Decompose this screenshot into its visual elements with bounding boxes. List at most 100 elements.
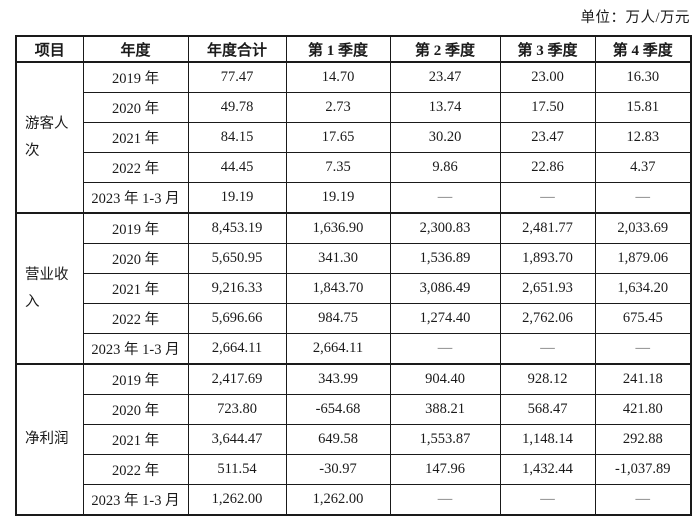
year-cell: 2023 年 1-3 月 (82, 333, 189, 365)
unit-label: 单位：万人/万元 (580, 10, 690, 26)
value-cell: 7.35 (285, 152, 391, 183)
value-cell: 1,634.20 (594, 273, 692, 304)
value-cell: 649.58 (285, 424, 391, 455)
value-cell: 2,300.83 (389, 212, 501, 244)
year-cell: 2023 年 1-3 月 (82, 484, 189, 516)
value-cell: 16.30 (594, 61, 692, 93)
value-cell: 3,086.49 (389, 273, 501, 304)
year-cell: 2022 年 (82, 152, 189, 183)
value-cell: 984.75 (285, 303, 391, 334)
value-cell: 22.86 (499, 152, 596, 183)
year-cell: 2021 年 (82, 122, 189, 153)
value-cell: 343.99 (285, 363, 391, 395)
value-cell: 928.12 (499, 363, 596, 395)
year-cell: 2020 年 (82, 394, 189, 425)
col-header-q2: 第 2 季度 (389, 35, 501, 63)
table-row: 2020 年 49.78 2.73 13.74 17.50 15.81 (16, 92, 692, 123)
value-cell: 5,650.95 (187, 243, 287, 274)
value-cell: 2,762.06 (499, 303, 596, 334)
value-cell: 12.83 (594, 122, 692, 153)
value-cell: 241.18 (594, 363, 692, 395)
value-cell: 1,536.89 (389, 243, 501, 274)
table-row: 游客人次 2019 年 77.47 14.70 23.47 23.00 16.30 (15, 61, 692, 214)
table-row: 2021 年 3,644.47 649.58 1,553.87 1,148.14 292.… (16, 424, 692, 455)
value-cell: 2,033.69 (594, 212, 692, 244)
value-cell: 2,664.11 (285, 333, 391, 365)
value-cell: 15.81 (594, 92, 692, 123)
empty-value-dash: — (389, 333, 501, 365)
value-cell: 341.30 (285, 243, 391, 274)
value-cell: 44.45 (187, 152, 287, 183)
empty-value-dash: — (594, 333, 692, 365)
group-label: 游客人次 (15, 61, 84, 214)
value-cell: 723.80 (187, 394, 287, 425)
empty-value-dash: — (499, 182, 596, 214)
col-header-q4: 第 4 季度 (594, 35, 692, 63)
value-cell: 1,636.90 (285, 212, 391, 244)
value-cell: 3,644.47 (187, 424, 287, 455)
empty-value-dash: — (594, 182, 692, 214)
value-cell: 30.20 (389, 122, 501, 153)
col-header-q1: 第 1 季度 (285, 35, 391, 63)
quarterly-data-table: 项目 年度 年度合计 第 1 季度 第 2 季度 第 3 季度 第 4 季度 游… (15, 35, 692, 516)
table-row: 营业收入 2019 年 8,453.19 1,636.90 2,300.83 2,481.… (15, 212, 692, 365)
value-cell: 292.88 (594, 424, 692, 455)
value-cell: 84.15 (187, 122, 287, 153)
table-row: 2021 年 84.15 17.65 30.20 23.47 12.83 (16, 122, 692, 153)
value-cell: 904.40 (389, 363, 501, 395)
value-cell: -654.68 (285, 394, 391, 425)
value-cell: 9,216.33 (187, 273, 287, 304)
value-cell: 9.86 (389, 152, 501, 183)
table-row: 2022 年 44.45 7.35 9.86 22.86 4.37 (16, 152, 692, 183)
value-cell: 8,453.19 (187, 212, 287, 244)
value-cell: 1,843.70 (285, 273, 391, 304)
value-cell: 19.19 (187, 182, 287, 214)
value-cell: 1,553.87 (389, 424, 501, 455)
table-row: 净利润 2019 年 2,417.69 343.99 904.40 928.12 241.1… (15, 363, 692, 516)
year-cell: 2022 年 (82, 454, 189, 485)
year-cell: 2019 年 (82, 363, 189, 395)
value-cell: 568.47 (499, 394, 596, 425)
value-cell: -1,037.89 (594, 454, 692, 485)
year-cell: 2022 年 (82, 303, 189, 334)
value-cell: 1,262.00 (187, 484, 287, 516)
year-cell: 2021 年 (82, 273, 189, 304)
col-header-annual-total: 年度合计 (187, 35, 287, 63)
group-label: 营业收入 (15, 212, 84, 365)
empty-value-dash: — (389, 182, 501, 214)
col-header-item: 项目 (15, 35, 84, 63)
value-cell: 23.47 (499, 122, 596, 153)
year-cell: 2021 年 (82, 424, 189, 455)
year-cell: 2020 年 (82, 92, 189, 123)
table-row: 2023 年 1-3 月 1,262.00 1,262.00— — — (16, 484, 692, 516)
value-cell: 2.73 (285, 92, 391, 123)
empty-value-dash: — (389, 484, 501, 516)
value-cell: 1,879.06 (594, 243, 692, 274)
empty-value-dash: — (499, 333, 596, 365)
empty-value-dash: — (594, 484, 692, 516)
table-row: 2020 年 723.80 -654.68 388.21 568.47 421.80 (16, 394, 692, 425)
table-row: 2023 年 1-3 月 2,664.11 2,664.11— — — (16, 333, 692, 365)
value-cell: 19.19 (285, 182, 391, 214)
value-cell: 2,417.69 (187, 363, 287, 395)
value-cell: 1,432.44 (499, 454, 596, 485)
group-label: 净利润 (15, 363, 84, 516)
value-cell: 49.78 (187, 92, 287, 123)
table-row: 2022 年 5,696.66 984.75 1,274.40 2,762.06 675.… (16, 303, 692, 334)
value-cell: 1,148.14 (499, 424, 596, 455)
table-row: 2023 年 1-3 月 19.19 19.19— — — (16, 182, 692, 214)
value-cell: 14.70 (285, 61, 391, 93)
empty-value-dash: — (499, 484, 596, 516)
table-body: 游客人次 2019 年 77.47 14.70 23.47 23.00 16.30 2020 … (15, 61, 692, 516)
year-cell: 2023 年 1-3 月 (82, 182, 189, 214)
year-cell: 2019 年 (82, 212, 189, 244)
value-cell: 13.74 (389, 92, 501, 123)
col-header-q3: 第 3 季度 (499, 35, 596, 63)
value-cell: 2,664.11 (187, 333, 287, 365)
value-cell: 5,696.66 (187, 303, 287, 334)
value-cell: 4.37 (594, 152, 692, 183)
value-cell: 23.00 (499, 61, 596, 93)
value-cell: 388.21 (389, 394, 501, 425)
value-cell: 17.50 (499, 92, 596, 123)
